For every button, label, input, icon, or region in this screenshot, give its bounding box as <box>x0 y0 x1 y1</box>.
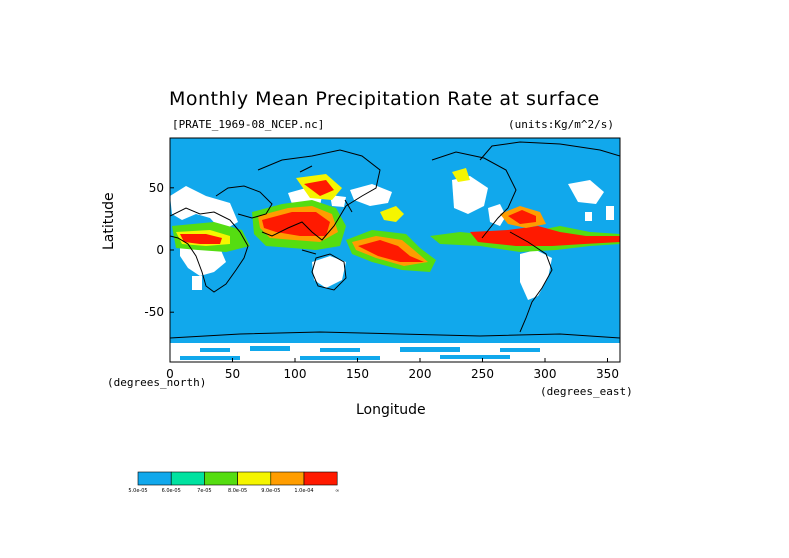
x-tick-labels: 0 50 100 150 200 250 300 350 <box>166 367 619 381</box>
colorbar-swatch <box>170 471 205 486</box>
y-tick-label: 0 <box>156 243 164 257</box>
colorbar-swatch <box>303 471 338 486</box>
x-ticks <box>169 358 608 362</box>
x-axis-label: Longitude <box>356 402 426 418</box>
x-tick-label: 0 <box>166 367 174 381</box>
colorbar-swatch <box>137 471 172 486</box>
precipitation-bands <box>172 168 620 272</box>
x-tick-label: 350 <box>596 367 619 381</box>
colorbar-label: 5.0e-05 <box>128 488 147 494</box>
units-label: (units:Kg/m^2/s) <box>508 118 614 131</box>
colorbar-swatch <box>204 471 238 486</box>
x-tick-label: 200 <box>409 367 432 381</box>
colorbar-label: 9.0e-05 <box>261 488 280 494</box>
file-label: [PRATE_1969-08_NCEP.nc] <box>172 118 325 131</box>
x-tick-label: 50 <box>225 367 240 381</box>
y-units-label: (degrees_north) <box>107 376 207 389</box>
colorbar-label: 6.0e-05 <box>162 488 181 494</box>
y-tick-label: -50 <box>144 305 164 319</box>
x-tick-label: 250 <box>471 367 494 381</box>
x-tick-label: 150 <box>346 367 369 381</box>
x-tick-label: 300 <box>534 367 557 381</box>
y-tick-labels: 50 0 -50 <box>144 181 164 319</box>
colorbar-label: 8.0e-05 <box>228 488 247 494</box>
colorbar: 5.0e-05 6.0e-05 7e-05 8.0e-05 9.0e-05 1.0e-04… <box>128 471 339 494</box>
map-title: Monthly Mean Precipitation Rate at surfa… <box>169 88 600 110</box>
colorbar-label: 7e-05 <box>197 488 211 494</box>
colorbar-swatch <box>270 471 305 486</box>
y-ticks <box>170 187 174 313</box>
x-units-label: (degrees_east) <box>540 385 633 398</box>
coastlines <box>170 141 620 339</box>
y-tick-label: 50 <box>149 181 164 195</box>
colorbar-label: 1.0e-04 <box>294 488 313 494</box>
colorbar-swatch <box>237 471 272 486</box>
x-tick-label: 100 <box>284 367 307 381</box>
colorbar-label: ∞ <box>335 488 339 494</box>
